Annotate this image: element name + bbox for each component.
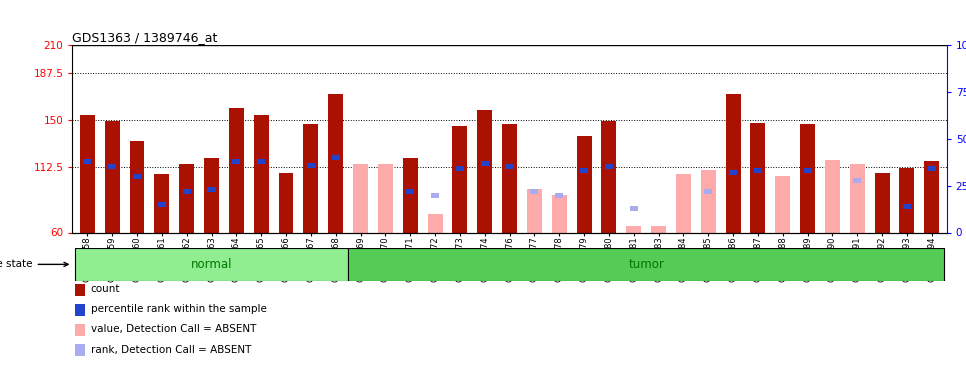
Bar — [626, 226, 641, 232]
Bar — [477, 110, 493, 232]
Bar — [725, 94, 741, 232]
Bar — [75, 284, 86, 296]
Bar — [927, 166, 936, 171]
Bar — [704, 189, 712, 194]
Text: normal: normal — [190, 258, 232, 271]
Bar — [530, 189, 538, 194]
Bar — [555, 192, 563, 198]
Bar — [676, 174, 691, 232]
Bar — [229, 108, 243, 232]
Bar — [431, 192, 440, 198]
Bar — [853, 177, 862, 183]
Bar — [108, 164, 116, 170]
Bar — [75, 248, 348, 281]
Text: GDS1363 / 1389746_at: GDS1363 / 1389746_at — [72, 31, 217, 44]
Bar — [903, 204, 911, 209]
Bar — [83, 159, 92, 164]
Bar — [605, 164, 613, 170]
Bar — [208, 187, 215, 192]
Bar — [924, 161, 939, 232]
Bar — [502, 124, 517, 232]
Bar — [183, 189, 191, 194]
Bar — [800, 124, 815, 232]
Bar — [307, 162, 315, 168]
Bar — [776, 176, 790, 232]
Bar — [331, 155, 340, 160]
Bar — [428, 214, 442, 232]
Bar — [452, 126, 468, 232]
Bar — [552, 195, 567, 232]
Bar — [75, 324, 86, 336]
Bar — [804, 168, 811, 173]
Bar — [602, 121, 616, 232]
Bar — [204, 158, 219, 232]
Bar — [328, 94, 343, 232]
Bar — [129, 141, 145, 232]
Bar — [354, 164, 368, 232]
Bar — [577, 136, 591, 232]
Bar — [580, 168, 588, 173]
Bar — [254, 115, 269, 232]
Bar — [157, 202, 166, 207]
Bar — [403, 158, 417, 232]
Bar — [825, 160, 839, 232]
Text: percentile rank within the sample: percentile rank within the sample — [91, 304, 267, 314]
Bar — [348, 248, 944, 281]
Bar — [899, 168, 915, 232]
Bar — [481, 160, 489, 166]
Bar — [75, 344, 86, 356]
Text: tumor: tumor — [628, 258, 664, 271]
Bar — [700, 170, 716, 232]
Bar — [526, 189, 542, 232]
Text: disease state: disease state — [0, 260, 69, 269]
Text: count: count — [91, 284, 121, 294]
Text: rank, Detection Call = ABSENT: rank, Detection Call = ABSENT — [91, 345, 251, 354]
Bar — [630, 206, 638, 211]
Bar — [850, 164, 865, 232]
Text: value, Detection Call = ABSENT: value, Detection Call = ABSENT — [91, 324, 256, 334]
Bar — [180, 164, 194, 232]
Bar — [303, 124, 319, 232]
Bar — [104, 121, 120, 232]
Bar — [155, 174, 169, 232]
Bar — [80, 115, 95, 232]
Bar — [257, 159, 266, 164]
Bar — [133, 174, 141, 179]
Bar — [232, 159, 241, 164]
Bar — [406, 189, 414, 194]
Bar — [651, 226, 666, 232]
Bar — [456, 166, 464, 171]
Bar — [751, 123, 765, 232]
Bar — [75, 304, 86, 316]
Bar — [378, 164, 393, 232]
Bar — [874, 172, 890, 232]
Bar — [753, 168, 762, 173]
Bar — [729, 170, 737, 175]
Bar — [505, 164, 514, 170]
Bar — [278, 172, 294, 232]
